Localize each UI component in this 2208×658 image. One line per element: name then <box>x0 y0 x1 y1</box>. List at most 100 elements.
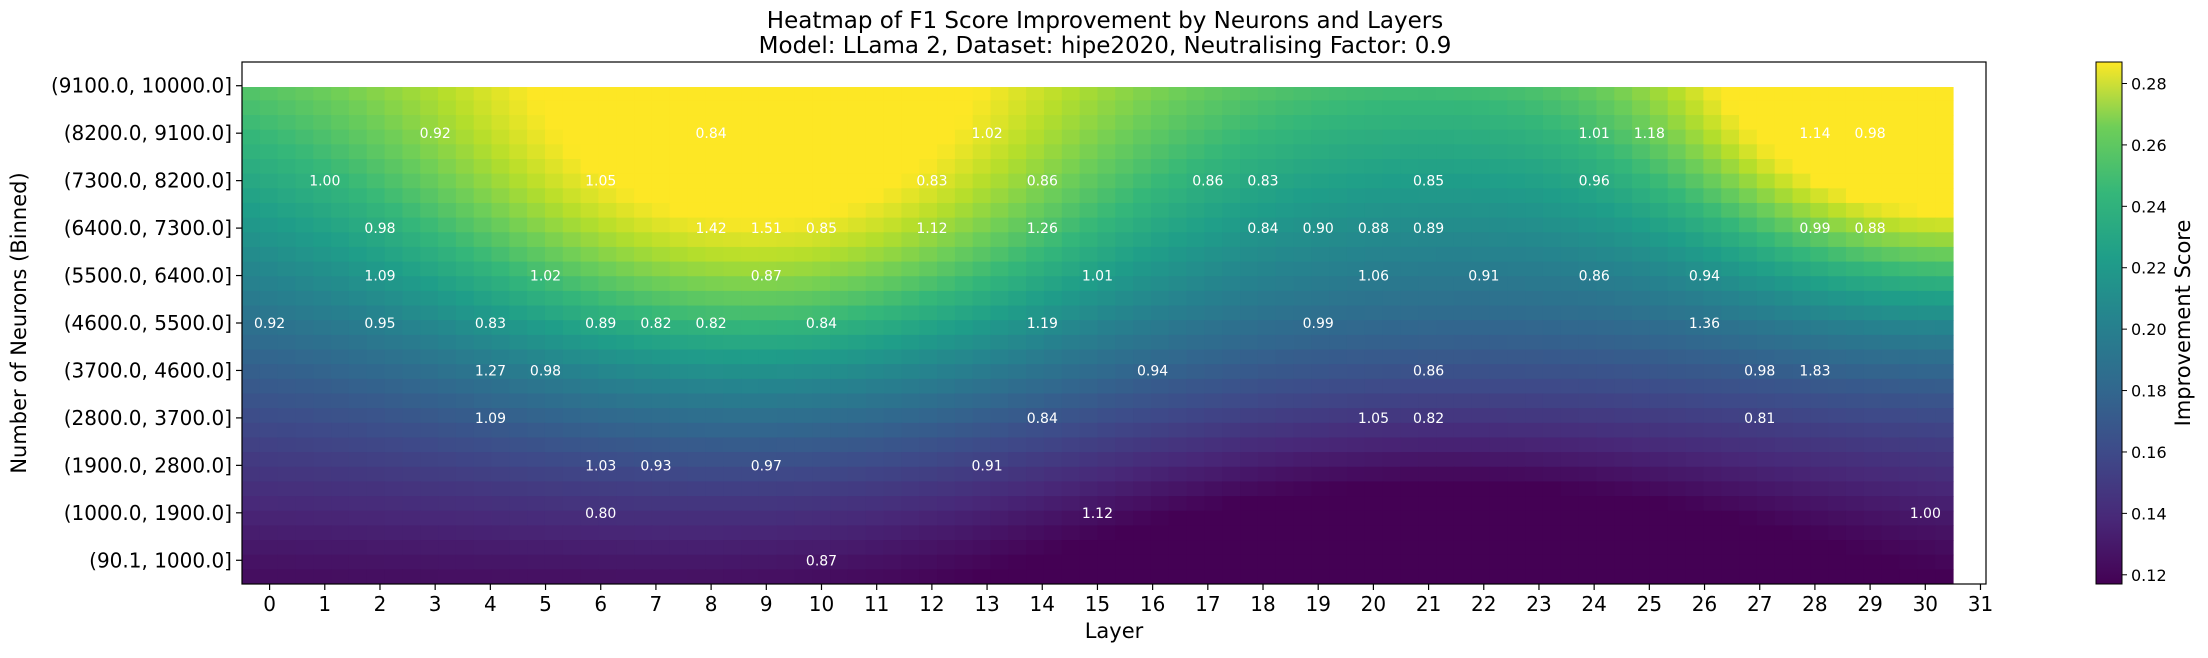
cell-annotation: 1.14 <box>1799 126 1830 142</box>
y-tick-label: (9100.0, 10000.0] <box>51 74 232 98</box>
heatmap-field <box>242 87 1954 584</box>
x-tick-label: 21 <box>1416 592 1441 616</box>
y-tick-label: (1900.0, 2800.0] <box>64 453 232 477</box>
cell-annotation: 0.84 <box>1247 221 1278 237</box>
chart-title: Heatmap of F1 Score Improvement by Neuro… <box>767 8 1443 34</box>
cell-annotation: 0.95 <box>364 316 395 332</box>
cell-annotation: 0.80 <box>585 506 616 522</box>
y-tick-label: (8200.0, 9100.0] <box>64 121 232 145</box>
cell-annotation: 0.83 <box>475 316 506 332</box>
cell-annotation: 0.86 <box>1027 174 1058 190</box>
cell-annotation: 1.51 <box>751 221 782 237</box>
x-tick-label: 29 <box>1857 592 1882 616</box>
cell-annotation: 0.82 <box>1413 411 1444 427</box>
x-tick-label: 25 <box>1637 592 1662 616</box>
cell-annotation: 1.12 <box>916 221 947 237</box>
colorbar-ticks: 0.12 0.14 0.16 0.18 0.20 0.22 0.24 0.26 0.28 <box>2122 74 2167 585</box>
cell-annotation: 1.19 <box>1027 316 1058 332</box>
cell-annotation: 0.86 <box>1579 269 1610 285</box>
x-tick-label: 4 <box>484 592 497 616</box>
x-tick-label: 13 <box>974 592 999 616</box>
x-tick-label: 7 <box>650 592 663 616</box>
x-tick-label: 26 <box>1692 592 1717 616</box>
cell-annotation: 1.06 <box>1358 269 1389 285</box>
x-tick-label: 5 <box>539 592 552 616</box>
colorbar-tick-label: 0.26 <box>2131 136 2167 155</box>
cell-annotation: 0.88 <box>1855 221 1886 237</box>
x-tick-label: 9 <box>760 592 773 616</box>
cell-annotation: 0.84 <box>1027 411 1058 427</box>
cell-annotation: 1.01 <box>1082 269 1113 285</box>
x-tick-label: 0 <box>263 592 276 616</box>
cell-annotation: 0.82 <box>640 316 671 332</box>
cell-annotation: 0.99 <box>1303 316 1334 332</box>
cell-annotation: 1.05 <box>585 174 616 190</box>
cell-annotation: 0.91 <box>1468 269 1499 285</box>
cell-annotation: 1.12 <box>1082 506 1113 522</box>
y-tick-label: (5500.0, 6400.0] <box>64 264 232 288</box>
cell-annotation: 0.89 <box>1413 221 1444 237</box>
cell-annotation: 0.85 <box>806 221 837 237</box>
y-tick-label: (90.1, 1000.0] <box>89 548 232 572</box>
colorbar-tick-label: 0.16 <box>2131 443 2167 462</box>
cell-annotation: 0.98 <box>364 221 395 237</box>
x-axis-label: Layer <box>1085 619 1144 643</box>
x-tick-label: 2 <box>374 592 387 616</box>
cell-annotation: 0.96 <box>1579 174 1610 190</box>
y-tick-label: (6400.0, 7300.0] <box>64 216 232 240</box>
x-tick-label: 31 <box>1968 592 1993 616</box>
colorbar-tick-label: 0.28 <box>2131 74 2167 93</box>
y-tick-label: (1000.0, 1900.0] <box>64 501 232 525</box>
x-tick-label: 10 <box>809 592 834 616</box>
cell-annotation: 0.98 <box>1855 126 1886 142</box>
cell-annotation: 0.84 <box>696 126 727 142</box>
x-tick-label: 16 <box>1140 592 1165 616</box>
cell-annotation: 0.90 <box>1303 221 1334 237</box>
x-tick-label: 15 <box>1085 592 1110 616</box>
colorbar <box>2095 61 2123 585</box>
colorbar-tick-label: 0.24 <box>2131 197 2167 216</box>
cell-annotation: 1.36 <box>1689 316 1720 332</box>
cell-annotation: 0.82 <box>696 316 727 332</box>
cell-annotation: 0.98 <box>530 364 561 380</box>
cell-annotation: 1.18 <box>1634 126 1665 142</box>
cell-annotation: 0.94 <box>1137 364 1168 380</box>
cell-annotation: 0.98 <box>1744 364 1775 380</box>
x-tick-label: 8 <box>705 592 718 616</box>
cell-annotation: 1.00 <box>1910 506 1941 522</box>
x-axis-ticks: 0 1 2 3 4 5 6 7 8 9 10 11 12 13 14 15 16 17 18 19 20 21 22 23 24… <box>263 584 1993 616</box>
x-tick-label: 12 <box>919 592 944 616</box>
x-tick-label: 27 <box>1747 592 1772 616</box>
cell-annotation: 0.85 <box>1413 174 1444 190</box>
cell-annotations: 0.92 0.84 1.02 1.01 1.18 1.14 0.98 1.00 1.05 0.83… <box>254 126 1941 569</box>
colorbar-label: Improvement Score <box>2171 220 2195 427</box>
cell-annotation: 1.02 <box>530 269 561 285</box>
colorbar-tick-label: 0.14 <box>2131 504 2167 523</box>
y-tick-label: (7300.0, 8200.0] <box>64 169 232 193</box>
cell-annotation: 0.89 <box>585 316 616 332</box>
x-tick-label: 3 <box>429 592 442 616</box>
colorbar-tick-label: 0.18 <box>2131 382 2167 401</box>
x-tick-label: 23 <box>1526 592 1551 616</box>
x-tick-label: 28 <box>1802 592 1827 616</box>
cell-annotation: 0.84 <box>806 316 837 332</box>
y-tick-label: (2800.0, 3700.0] <box>64 406 232 430</box>
x-tick-label: 6 <box>594 592 607 616</box>
colorbar-tick-label: 0.12 <box>2131 566 2167 585</box>
x-tick-label: 24 <box>1581 592 1606 616</box>
x-tick-label: 30 <box>1913 592 1938 616</box>
cell-annotation: 0.99 <box>1799 221 1830 237</box>
y-axis-label: Number of Neurons (Binned) <box>7 172 31 473</box>
cell-annotation: 0.88 <box>1358 221 1389 237</box>
colorbar-tick-label: 0.20 <box>2131 320 2167 339</box>
x-tick-label: 18 <box>1250 592 1275 616</box>
colorbar-tick-label: 0.22 <box>2131 259 2167 278</box>
cell-annotation: 0.86 <box>1192 174 1223 190</box>
cell-annotation: 1.42 <box>696 221 727 237</box>
cell-annotation: 0.92 <box>254 316 285 332</box>
cell-annotation: 0.87 <box>806 553 837 569</box>
x-tick-label: 1 <box>318 592 331 616</box>
x-tick-label: 17 <box>1195 592 1220 616</box>
cell-annotation: 1.09 <box>364 269 395 285</box>
